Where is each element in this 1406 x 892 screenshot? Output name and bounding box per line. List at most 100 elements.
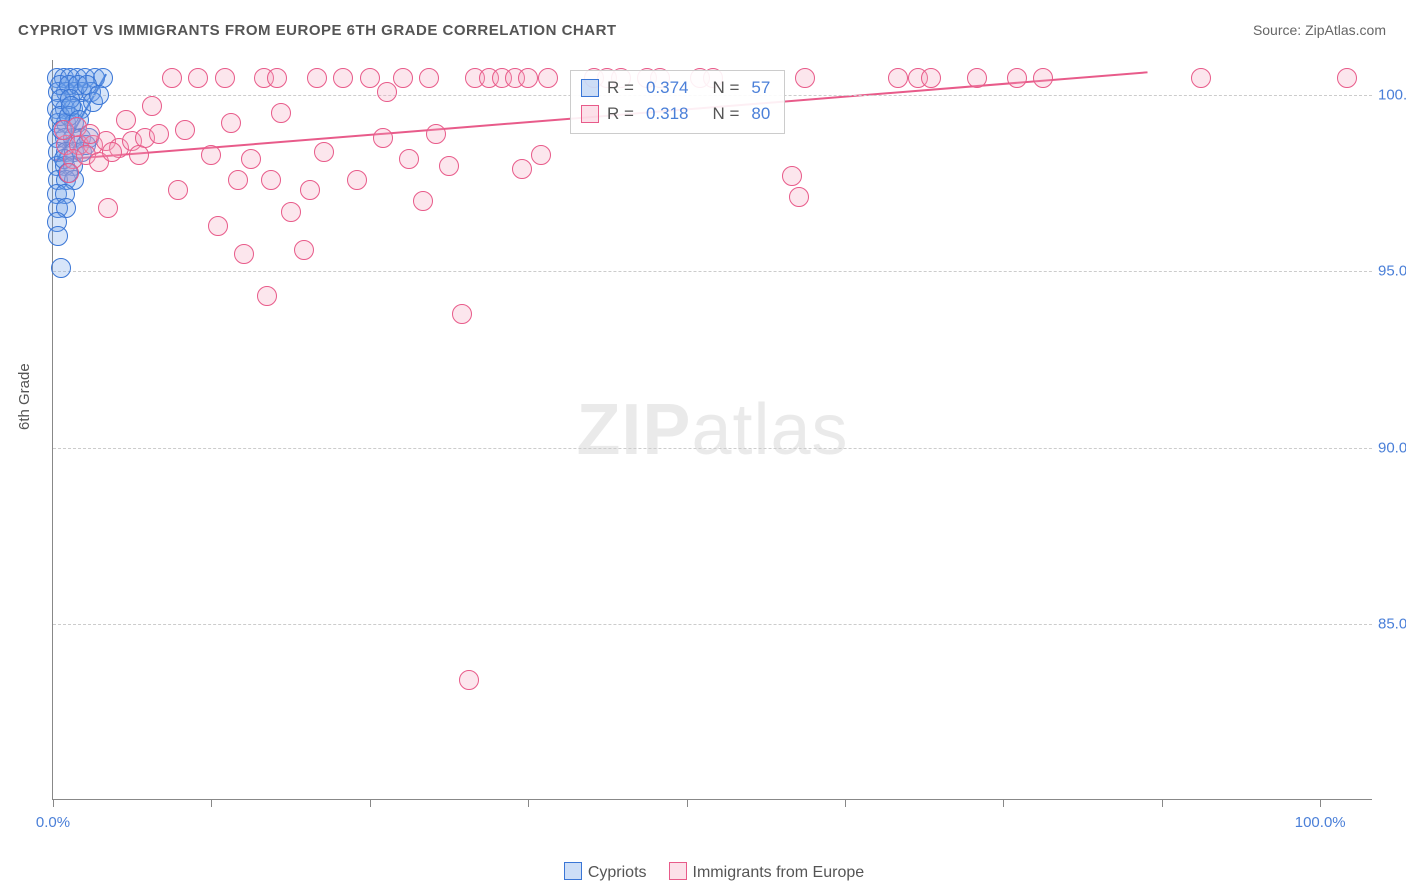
data-point-immigrants	[116, 110, 136, 130]
data-point-immigrants	[261, 170, 281, 190]
data-point-immigrants	[921, 68, 941, 88]
data-point-immigrants	[538, 68, 558, 88]
data-point-immigrants	[201, 145, 221, 165]
watermark: ZIPatlas	[576, 389, 848, 471]
data-point-immigrants	[228, 170, 248, 190]
data-point-immigrants	[426, 124, 446, 144]
data-point-immigrants	[314, 142, 334, 162]
n-value: 57	[751, 75, 770, 101]
data-point-immigrants	[1337, 68, 1357, 88]
n-label: N =	[712, 101, 739, 127]
data-point-cypriots	[48, 226, 68, 246]
data-point-immigrants	[789, 187, 809, 207]
data-point-immigrants	[188, 68, 208, 88]
data-point-immigrants	[241, 149, 261, 169]
source-link[interactable]: ZipAtlas.com	[1305, 22, 1386, 38]
x-tick	[528, 799, 529, 807]
gridline	[53, 271, 1372, 272]
data-point-immigrants	[267, 68, 287, 88]
x-tick-label: 0.0%	[36, 814, 70, 831]
data-point-immigrants	[795, 68, 815, 88]
data-point-immigrants	[333, 68, 353, 88]
data-point-immigrants	[512, 159, 532, 179]
data-point-cypriots	[51, 258, 71, 278]
data-point-immigrants	[221, 113, 241, 133]
data-point-immigrants	[162, 68, 182, 88]
data-point-immigrants	[175, 120, 195, 140]
data-point-immigrants	[215, 68, 235, 88]
gridline	[53, 448, 1372, 449]
gridline	[53, 624, 1372, 625]
data-point-immigrants	[393, 68, 413, 88]
data-point-immigrants	[1033, 68, 1053, 88]
data-point-immigrants	[102, 142, 122, 162]
data-point-immigrants	[80, 124, 100, 144]
data-point-cypriots	[89, 85, 109, 105]
r-value: 0.318	[646, 101, 689, 127]
trend-lines	[53, 60, 1372, 799]
r-value: 0.374	[646, 75, 689, 101]
data-point-immigrants	[452, 304, 472, 324]
data-point-immigrants	[281, 202, 301, 222]
data-point-immigrants	[257, 286, 277, 306]
legend-label-immigrants: Immigrants from Europe	[693, 864, 865, 881]
source-attribution: Source: ZipAtlas.com	[1253, 22, 1386, 38]
y-tick-label: 100.0%	[1378, 87, 1406, 104]
x-tick-label: 100.0%	[1295, 814, 1346, 831]
data-point-immigrants	[373, 128, 393, 148]
y-axis-label: 6th Grade	[16, 363, 33, 430]
legend-swatch-immigrants	[669, 862, 687, 880]
y-tick-label: 85.0%	[1378, 615, 1406, 632]
data-point-immigrants	[967, 68, 987, 88]
watermark-light: atlas	[691, 390, 848, 470]
data-point-immigrants	[399, 149, 419, 169]
data-point-immigrants	[439, 156, 459, 176]
data-point-immigrants	[234, 244, 254, 264]
data-point-immigrants	[300, 180, 320, 200]
x-tick	[1162, 799, 1163, 807]
swatch-cypriots	[581, 79, 599, 97]
x-tick	[211, 799, 212, 807]
y-tick-label: 95.0%	[1378, 263, 1406, 280]
data-point-immigrants	[142, 96, 162, 116]
stats-row-immigrants: R =0.318N =80	[581, 101, 770, 127]
legend-label-cypriots: Cypriots	[588, 864, 647, 881]
data-point-immigrants	[888, 68, 908, 88]
data-point-immigrants	[294, 240, 314, 260]
data-point-immigrants	[1007, 68, 1027, 88]
x-tick	[370, 799, 371, 807]
data-point-immigrants	[208, 216, 228, 236]
data-point-immigrants	[1191, 68, 1211, 88]
data-point-immigrants	[531, 145, 551, 165]
data-point-immigrants	[59, 163, 79, 183]
data-point-immigrants	[413, 191, 433, 211]
x-tick	[687, 799, 688, 807]
legend-swatch-cypriots	[564, 862, 582, 880]
y-tick-label: 90.0%	[1378, 439, 1406, 456]
data-point-immigrants	[307, 68, 327, 88]
swatch-immigrants	[581, 105, 599, 123]
data-point-immigrants	[347, 170, 367, 190]
data-point-immigrants	[459, 670, 479, 690]
legend: Cypriots Immigrants from Europe	[0, 862, 1406, 882]
data-point-immigrants	[129, 145, 149, 165]
data-point-immigrants	[782, 166, 802, 186]
data-point-immigrants	[168, 180, 188, 200]
n-label: N =	[712, 75, 739, 101]
data-point-immigrants	[377, 82, 397, 102]
data-point-immigrants	[419, 68, 439, 88]
x-tick	[1320, 799, 1321, 807]
r-label: R =	[607, 101, 634, 127]
source-label: Source:	[1253, 22, 1305, 38]
chart-title: CYPRIOT VS IMMIGRANTS FROM EUROPE 6TH GR…	[18, 22, 617, 39]
watermark-bold: ZIP	[576, 390, 691, 470]
data-point-immigrants	[98, 198, 118, 218]
x-tick	[53, 799, 54, 807]
correlation-stats-box: R =0.374N =57R =0.318N =80	[570, 70, 785, 134]
x-tick	[1003, 799, 1004, 807]
data-point-immigrants	[271, 103, 291, 123]
data-point-immigrants	[149, 124, 169, 144]
stats-row-cypriots: R =0.374N =57	[581, 75, 770, 101]
data-point-immigrants	[360, 68, 380, 88]
x-tick	[845, 799, 846, 807]
